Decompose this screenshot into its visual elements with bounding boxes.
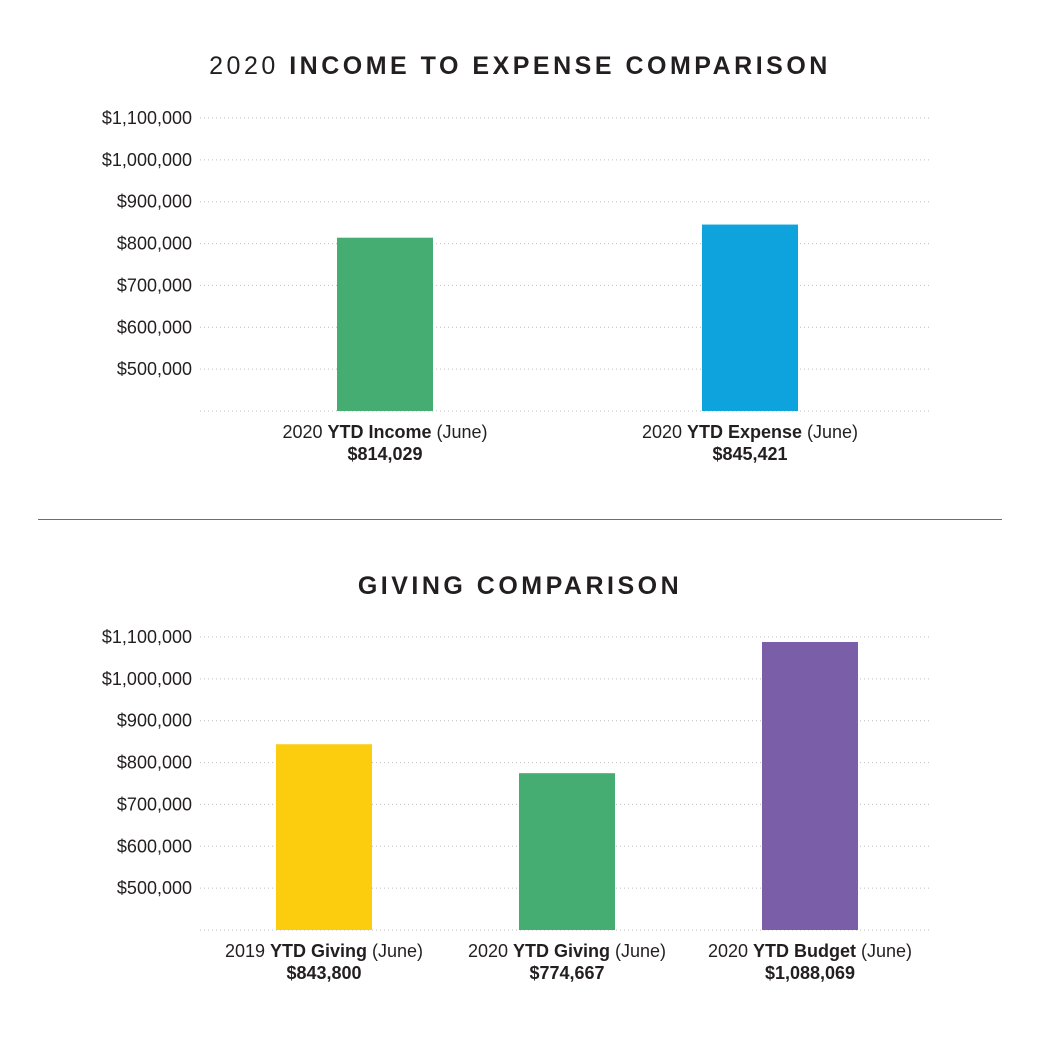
category-label: 2020 YTD Budget (June) [708, 941, 912, 961]
y-tick-label: $800,000 [117, 753, 192, 773]
y-tick-label: $800,000 [117, 234, 192, 254]
category-label: 2019 YTD Giving (June) [225, 941, 423, 961]
title-prefix: 2020 [209, 52, 279, 80]
title-main: GIVING COMPARISON [357, 572, 683, 600]
bar [762, 641, 858, 930]
y-tick-label: $1,000,000 [102, 669, 192, 689]
y-tick-label: $600,000 [117, 317, 192, 337]
bar [337, 237, 433, 411]
y-tick-label: $500,000 [117, 878, 192, 898]
y-tick-label: $1,100,000 [102, 627, 192, 647]
y-tick-label: $1,000,000 [102, 150, 192, 170]
y-tick-label: $500,000 [117, 359, 192, 379]
title-main: INCOME TO EXPENSE COMPARISON [289, 52, 831, 80]
y-tick-label: $1,100,000 [102, 108, 192, 128]
data-value-label: $1,088,069 [765, 963, 855, 983]
y-tick-label: $900,000 [117, 192, 192, 212]
y-tick-label: $700,000 [117, 794, 192, 814]
data-value-label: $843,800 [286, 963, 361, 983]
data-value-label: $845,421 [712, 444, 787, 464]
data-value-label: $774,667 [529, 963, 604, 983]
bar [276, 744, 372, 930]
chart-title-giving: GIVING COMPARISON [0, 572, 1040, 601]
data-value-label: $814,029 [347, 444, 422, 464]
chart-title-income-expense: 2020 INCOME TO EXPENSE COMPARISON [0, 52, 1040, 81]
category-label: 2020 YTD Giving (June) [468, 941, 666, 961]
category-label: 2020 YTD Income (June) [282, 422, 487, 442]
bar [702, 224, 798, 411]
y-tick-label: $900,000 [117, 711, 192, 731]
section-divider [38, 519, 1002, 520]
bar [519, 773, 615, 930]
category-label: 2020 YTD Expense (June) [642, 422, 858, 442]
y-tick-label: $700,000 [117, 275, 192, 295]
y-tick-label: $600,000 [117, 836, 192, 856]
